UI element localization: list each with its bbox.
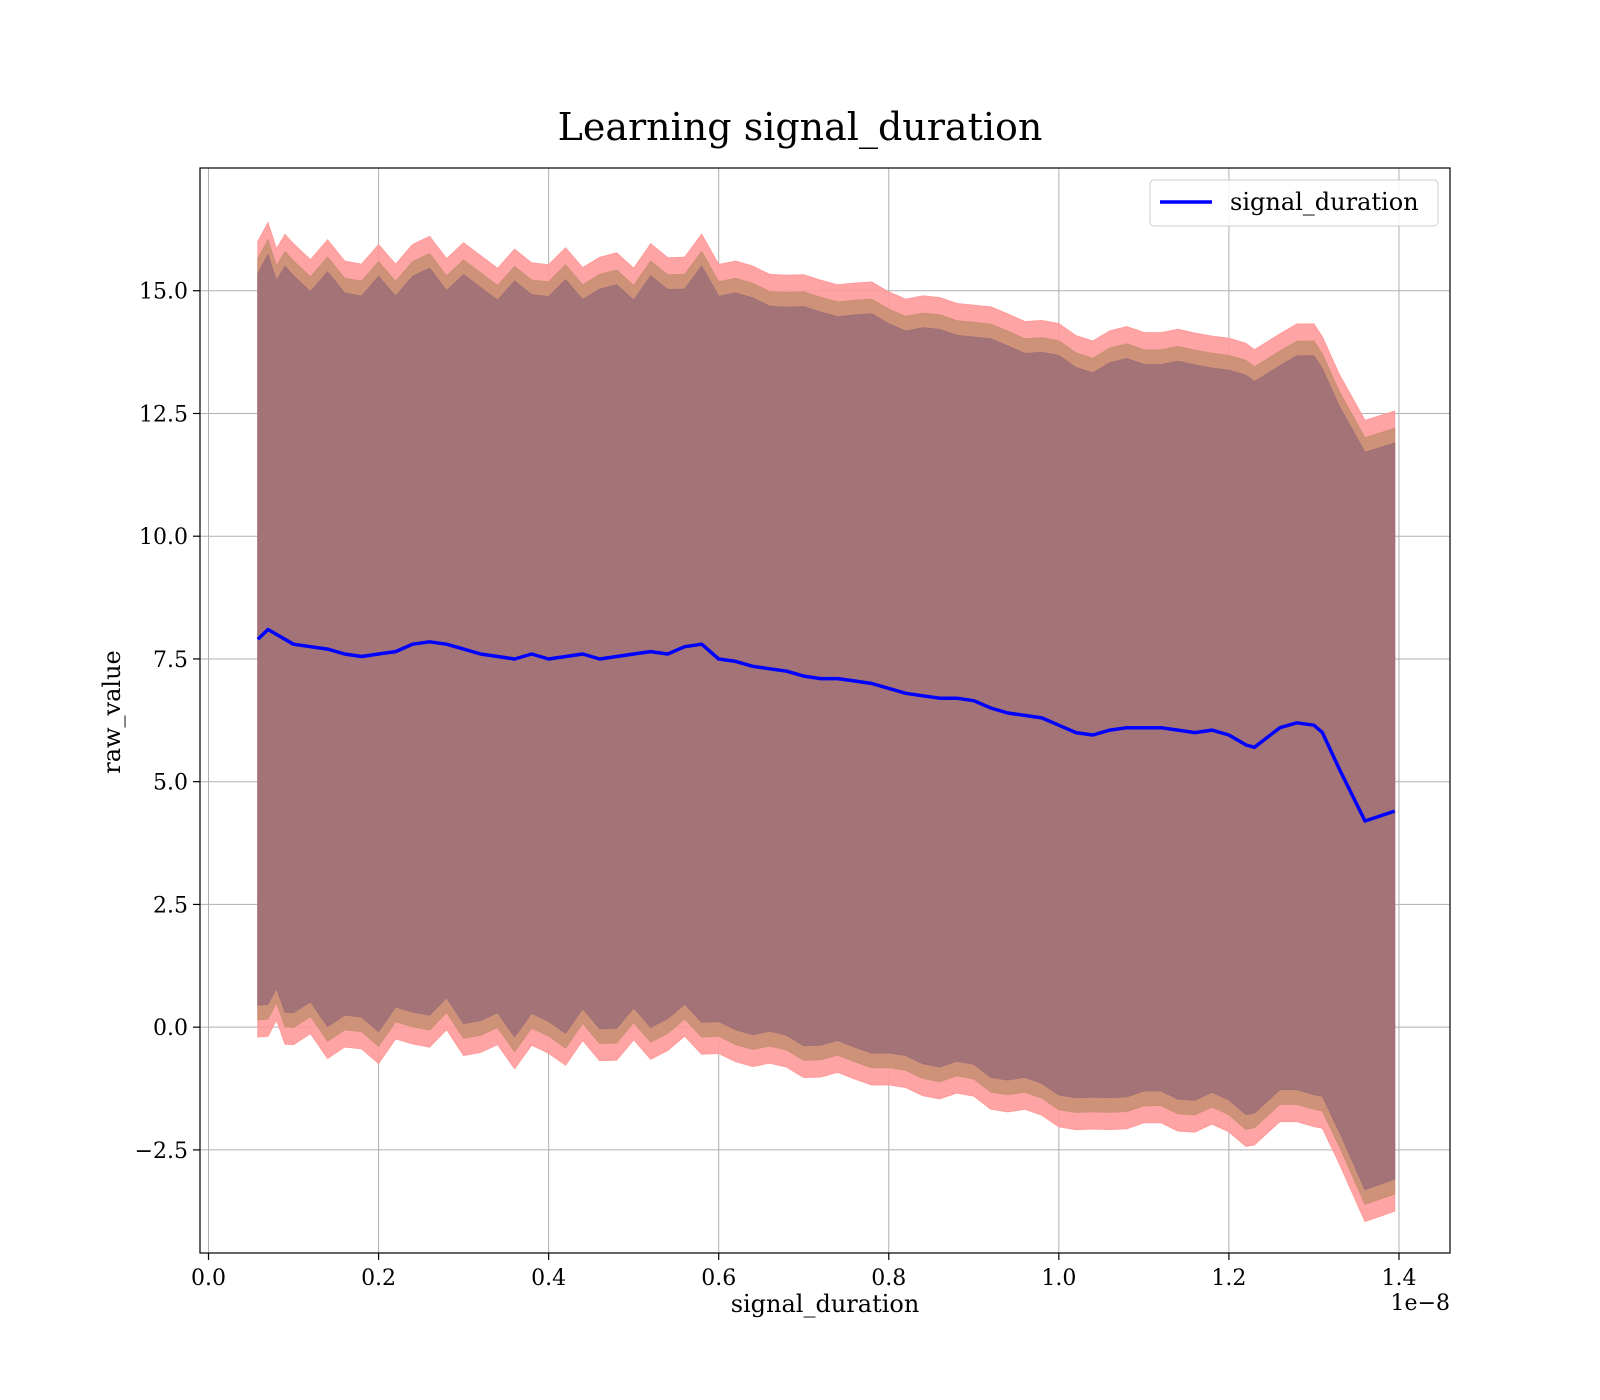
y-tick-label: 10.0 (139, 525, 188, 550)
series-lines (256, 627, 1396, 823)
x-ticks: 0.0 0.2 0.4 0.6 0.8 1.0 1.2 1.4 (191, 1253, 1416, 1291)
plot-frame (199, 167, 1451, 1254)
legend-box (1149, 179, 1439, 227)
x-tick-label: 0.0 (191, 1266, 226, 1291)
y-tick-label: 5.0 (153, 771, 188, 796)
x-tick-label: 0.8 (871, 1266, 906, 1291)
x-tick-label: 1.4 (1381, 1266, 1416, 1291)
y-tick-label: 12.5 (139, 402, 188, 427)
chart-title: Learning signal_duration (558, 105, 1043, 150)
y-tick-label: 7.5 (153, 648, 188, 673)
y-tick-label: 15.0 (139, 280, 188, 305)
y-tick-label: 0.0 (153, 1016, 188, 1041)
legend: signal_duration (1149, 179, 1439, 227)
x-tick-label: 1.2 (1211, 1266, 1246, 1291)
x-tick-label: 1.0 (1041, 1266, 1076, 1291)
x-tick-label: 0.4 (531, 1266, 566, 1291)
y-ticks: −2.5 0.0 2.5 5.0 7.5 10.0 12.5 15.0 (135, 280, 200, 1164)
x-offset-text: 1e−8 (1391, 1291, 1450, 1316)
band-inner (257, 253, 1396, 1191)
y-tick-label: 2.5 (153, 893, 188, 918)
y-axis-label: raw_value (98, 650, 126, 774)
x-tick-label: 0.2 (361, 1266, 396, 1291)
series-line-signal-duration (256, 627, 1396, 823)
x-tick-label: 0.6 (701, 1266, 736, 1291)
x-axis-label: signal_duration (731, 1290, 920, 1318)
y-tick-label: −2.5 (135, 1139, 188, 1164)
uncertainty-bands (257, 221, 1396, 1223)
legend-label: signal_duration (1230, 188, 1419, 216)
